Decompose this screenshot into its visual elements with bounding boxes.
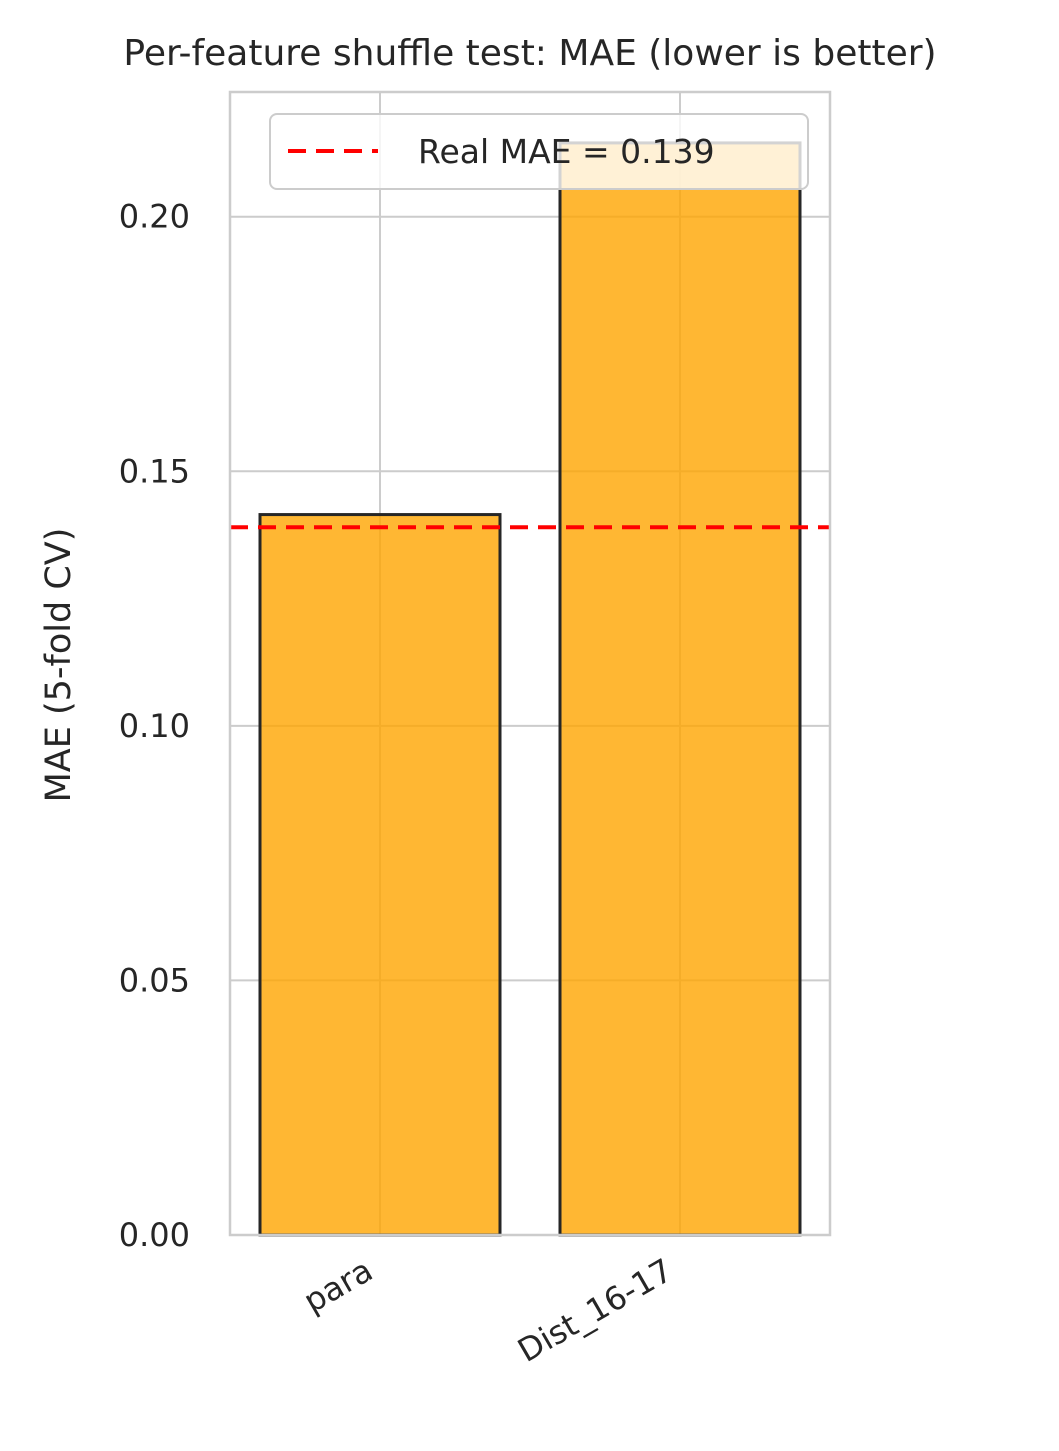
y-axis-ticks: 0.00 0.05 0.10 0.15 0.20 (119, 198, 190, 1254)
legend: Real MAE = 0.139 (269, 113, 809, 190)
x-tick-label: para (297, 1251, 379, 1320)
bars (258, 141, 802, 1237)
y-tick-label: 0.00 (119, 1216, 190, 1254)
y-tick-label: 0.05 (119, 961, 190, 999)
chart-title: Per-feature shuffle test: MAE (lower is … (123, 33, 936, 74)
y-axis-label: MAE (5-fold CV) (39, 528, 79, 803)
bar-dist_16-17 (558, 141, 802, 1237)
legend-box (269, 113, 809, 190)
y-tick-label: 0.20 (119, 198, 190, 236)
y-tick-label: 0.15 (119, 452, 190, 490)
x-axis-ticks: para Dist_16-17 (297, 1251, 679, 1370)
plot-frame (228, 90, 832, 1237)
x-tick-label: Dist_16-17 (511, 1251, 679, 1370)
y-tick-label: 0.10 (119, 707, 190, 745)
bar-para (258, 513, 502, 1237)
legend-label: Real MAE = 0.139 (418, 132, 715, 171)
